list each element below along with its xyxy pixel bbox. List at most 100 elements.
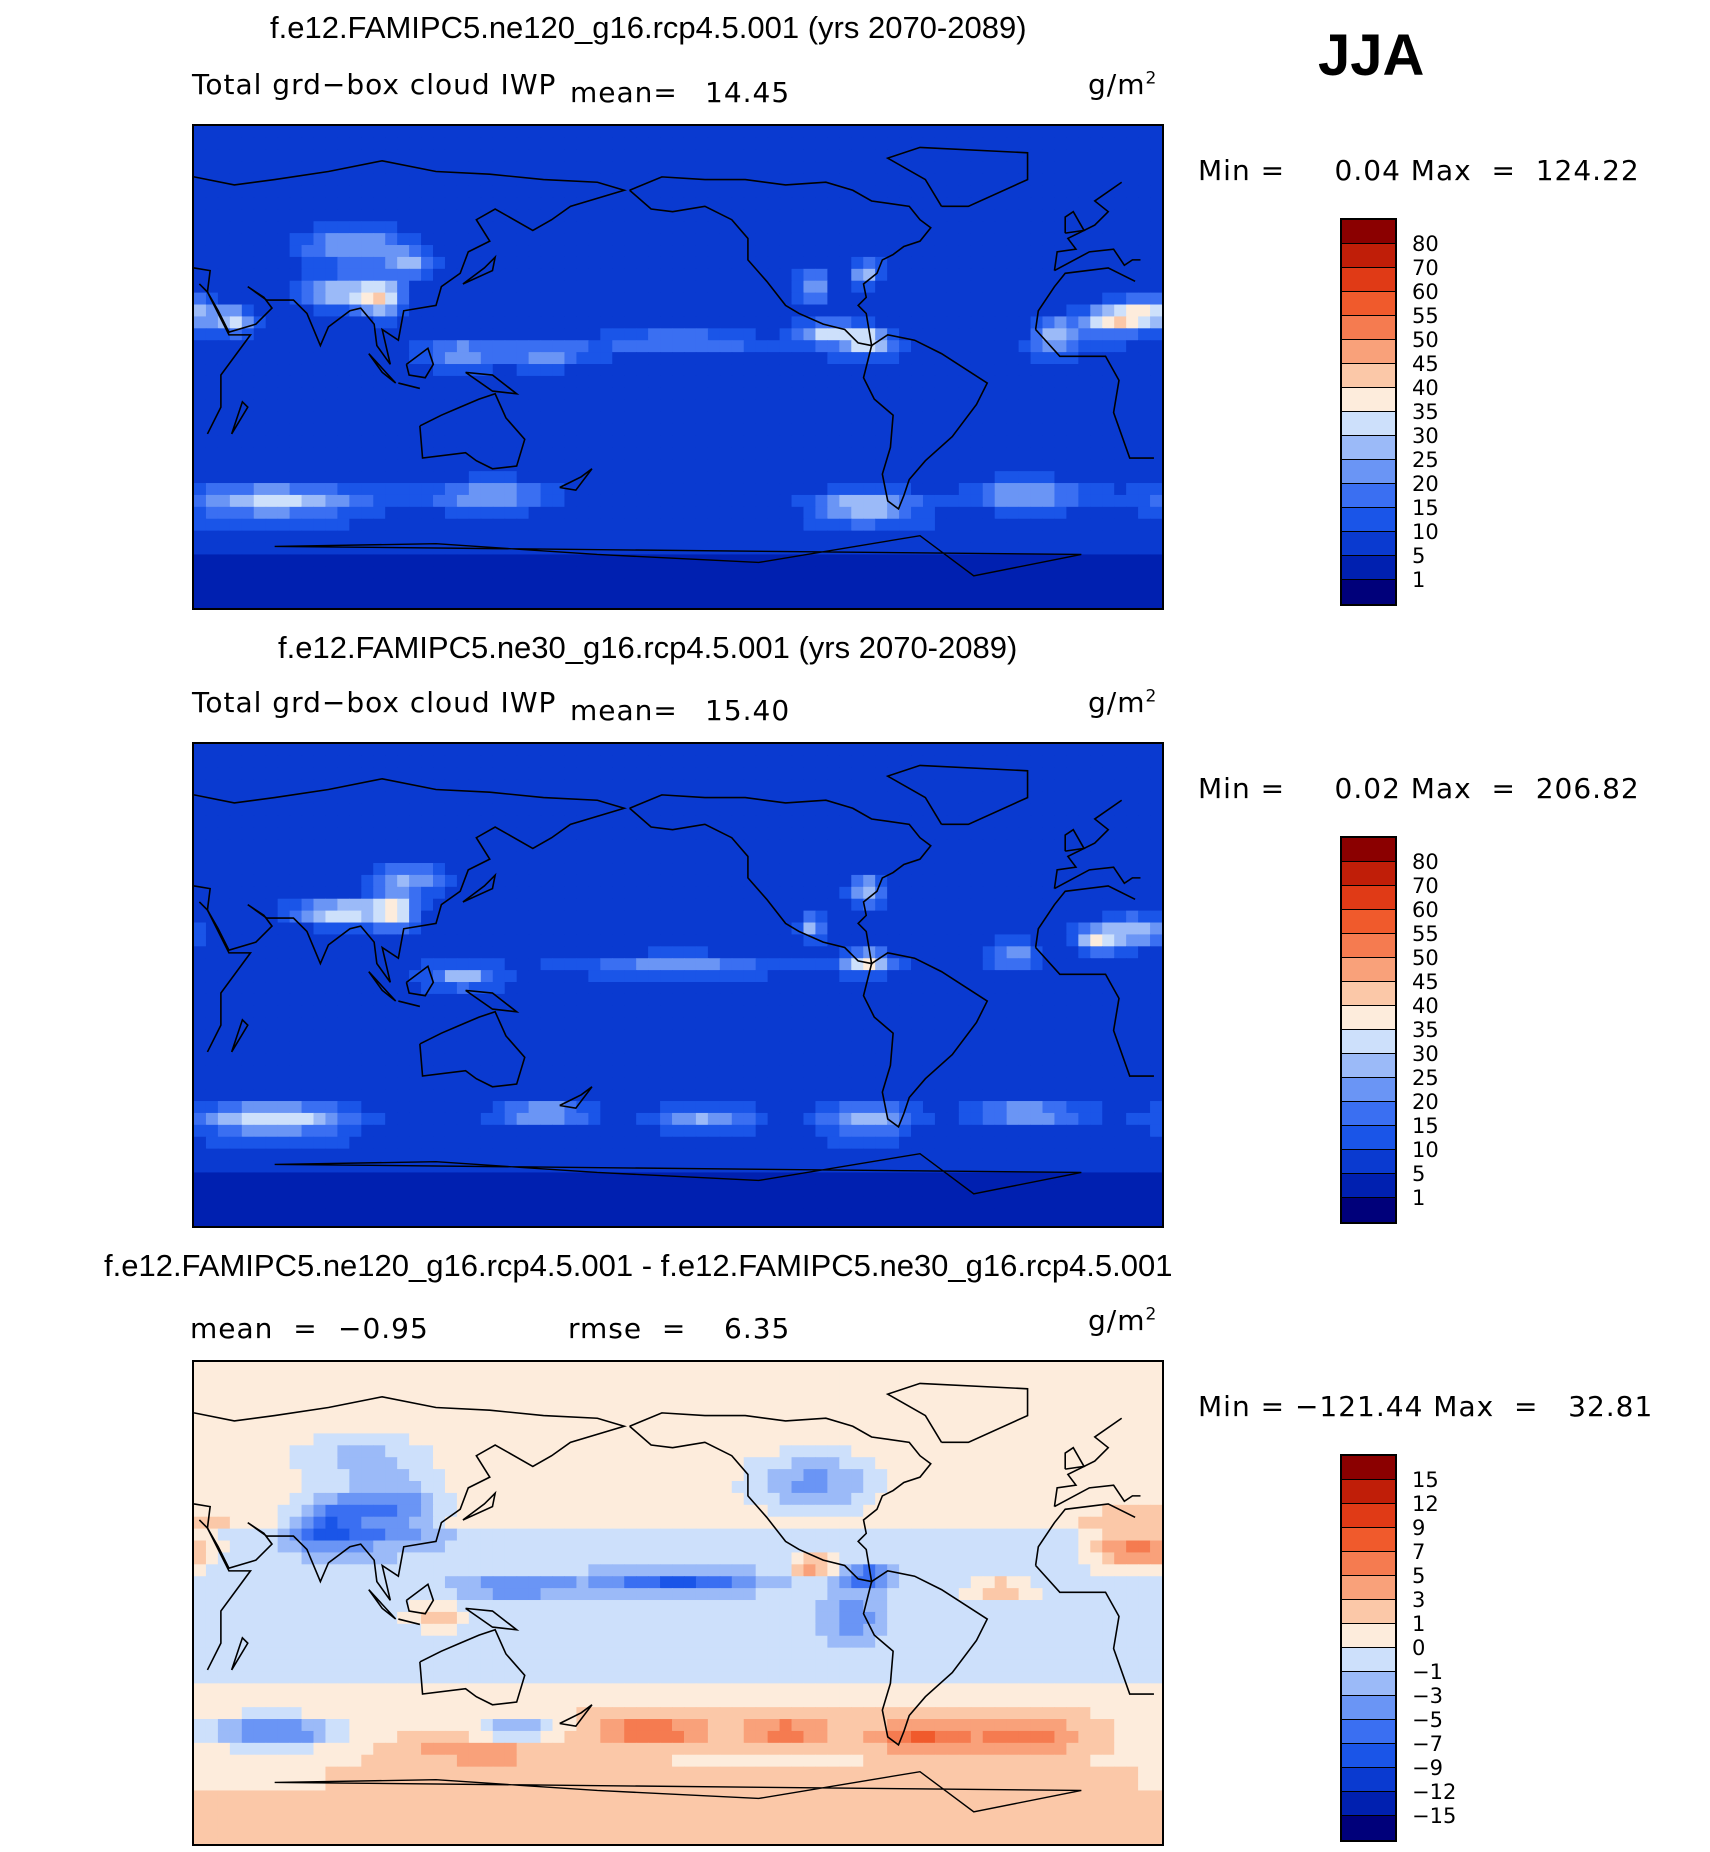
panel1-mean-label: mean= — [570, 76, 678, 109]
panel2-colorbar-label: 80 — [1412, 850, 1439, 874]
panel1-units-exp: 2 — [1145, 68, 1158, 89]
panel2-colorbar-label: 30 — [1412, 1042, 1439, 1066]
panel2-colorbar-segment — [1342, 910, 1395, 934]
panel3-colorbar-label: −15 — [1412, 1804, 1457, 1828]
panel1-colorbar-label: 60 — [1412, 280, 1439, 304]
panel1-colorbar-label: 45 — [1412, 352, 1439, 376]
panel2-colorbar-segment — [1342, 1174, 1395, 1198]
panel3-colorbar-segment — [1342, 1696, 1395, 1720]
panel2-colorbar-segment — [1342, 934, 1395, 958]
panel1-variable: Total grd−box cloud IWP — [192, 68, 557, 101]
panel3-colorbar-label: −1 — [1412, 1660, 1443, 1684]
panel1-mean-value: 14.45 — [705, 76, 791, 109]
panel1-colorbar-label: 70 — [1412, 256, 1439, 280]
panel2-units-base: g/m — [1088, 686, 1146, 719]
panel3-colorbar-label: −9 — [1412, 1756, 1443, 1780]
panel2-colorbar-segment — [1342, 1102, 1395, 1126]
panel2-colorbar-segment — [1342, 1126, 1395, 1150]
panel2-minmax: Min = 0.02 Max = 206.82 — [1198, 772, 1640, 805]
panel2-mean-label: mean= — [570, 694, 678, 727]
panel3-colorbar — [1340, 1454, 1397, 1842]
panel1-colorbar-segment — [1342, 436, 1395, 460]
panel1-colorbar-segment — [1342, 508, 1395, 532]
panel3-colorbar-segment — [1342, 1648, 1395, 1672]
panel1-colorbar-segment — [1342, 316, 1395, 340]
panel3-colorbar-label: 15 — [1412, 1468, 1439, 1492]
panel3-map — [192, 1360, 1164, 1846]
panel3-colorbar-label: 7 — [1412, 1540, 1426, 1564]
panel3-colorbar-label: −5 — [1412, 1708, 1443, 1732]
panel3-colorbar-segment — [1342, 1624, 1395, 1648]
panel2-colorbar-segment — [1342, 886, 1395, 910]
panel3-colorbar-label: 9 — [1412, 1516, 1426, 1540]
panel2-colorbar-segment — [1342, 1054, 1395, 1078]
panel2-title: f.e12.FAMIPC5.ne30_g16.rcp4.5.001 (yrs 2… — [278, 630, 1018, 665]
panel2-colorbar-segment — [1342, 1198, 1395, 1222]
panel2-units: g/m2 — [1088, 686, 1157, 719]
panel3-colorbar-label: 1 — [1412, 1612, 1426, 1636]
panel3-colorbar-segment — [1342, 1720, 1395, 1744]
panel1-colorbar-segment — [1342, 412, 1395, 436]
panel3-colorbar-segment — [1342, 1552, 1395, 1576]
panel3-colorbar-label: −3 — [1412, 1684, 1443, 1708]
panel2-variable: Total grd−box cloud IWP — [192, 686, 557, 719]
panel1-colorbar-segment — [1342, 220, 1395, 244]
panel2-colorbar-segment — [1342, 1030, 1395, 1054]
panel2-colorbar-label: 25 — [1412, 1066, 1439, 1090]
panel2-colorbar-label: 10 — [1412, 1138, 1439, 1162]
panel1-minmax: Min = 0.04 Max = 124.22 — [1198, 154, 1640, 187]
panel3-colorbar-segment — [1342, 1576, 1395, 1600]
panel2-colorbar-label: 5 — [1412, 1162, 1426, 1186]
panel2-colorbar-segment — [1342, 1006, 1395, 1030]
panel3-units-base: g/m — [1088, 1304, 1146, 1337]
panel1-colorbar-segment — [1342, 484, 1395, 508]
panel3-colorbar-segment — [1342, 1768, 1395, 1792]
panel1-colorbar-segment — [1342, 268, 1395, 292]
panel3-colorbar-segment — [1342, 1600, 1395, 1624]
panel1-colorbar-label: 35 — [1412, 400, 1439, 424]
panel1-colorbar-segment — [1342, 292, 1395, 316]
panel3-colorbar-label: 12 — [1412, 1492, 1439, 1516]
panel3-units: g/m2 — [1088, 1304, 1157, 1337]
panel3-colorbar-label: 0 — [1412, 1636, 1426, 1660]
panel3-colorbar-segment — [1342, 1792, 1395, 1816]
panel3-colorbar-segment — [1342, 1744, 1395, 1768]
season-label: JJA — [1318, 23, 1425, 88]
panel1-colorbar-segment — [1342, 580, 1395, 604]
panel1-colorbar-label: 55 — [1412, 304, 1439, 328]
panel3-colorbar-segment — [1342, 1480, 1395, 1504]
panel1-units-base: g/m — [1088, 68, 1146, 101]
panel1-colorbar-segment — [1342, 532, 1395, 556]
panel1-colorbar-label: 10 — [1412, 520, 1439, 544]
panel2-map — [192, 742, 1164, 1228]
panel3-mean-label: mean = — [190, 1312, 318, 1345]
panel2-colorbar-label: 15 — [1412, 1114, 1439, 1138]
panel1-colorbar-label: 25 — [1412, 448, 1439, 472]
panel1-colorbar-segment — [1342, 388, 1395, 412]
panel3-colorbar-segment — [1342, 1816, 1395, 1840]
panel1-colorbar — [1340, 218, 1397, 606]
panel2-colorbar-segment — [1342, 1150, 1395, 1174]
panel3-units-exp: 2 — [1145, 1304, 1158, 1325]
panel2-colorbar-label: 50 — [1412, 946, 1439, 970]
panel2-colorbar-label: 70 — [1412, 874, 1439, 898]
panel3-colorbar-segment — [1342, 1504, 1395, 1528]
panel3-colorbar-segment — [1342, 1672, 1395, 1696]
panel1-title: f.e12.FAMIPC5.ne120_g16.rcp4.5.001 (yrs … — [270, 10, 1027, 45]
panel3-rmse-value: 6.35 — [724, 1312, 791, 1345]
panel3-colorbar-label: 5 — [1412, 1564, 1426, 1588]
panel1-colorbar-label: 20 — [1412, 472, 1439, 496]
panel2-colorbar-segment — [1342, 1078, 1395, 1102]
panel1-colorbar-label: 30 — [1412, 424, 1439, 448]
panel1-colorbar-label: 15 — [1412, 496, 1439, 520]
panel3-colorbar-segment — [1342, 1528, 1395, 1552]
panel3-colorbar-label: −7 — [1412, 1732, 1443, 1756]
panel2-colorbar-label: 60 — [1412, 898, 1439, 922]
panel1-colorbar-segment — [1342, 364, 1395, 388]
panel2-colorbar-label: 35 — [1412, 1018, 1439, 1042]
panel2-colorbar-label: 1 — [1412, 1186, 1426, 1210]
panel1-colorbar-label: 50 — [1412, 328, 1439, 352]
panel2-colorbar — [1340, 836, 1397, 1224]
panel2-colorbar-segment — [1342, 862, 1395, 886]
panel1-colorbar-label: 40 — [1412, 376, 1439, 400]
